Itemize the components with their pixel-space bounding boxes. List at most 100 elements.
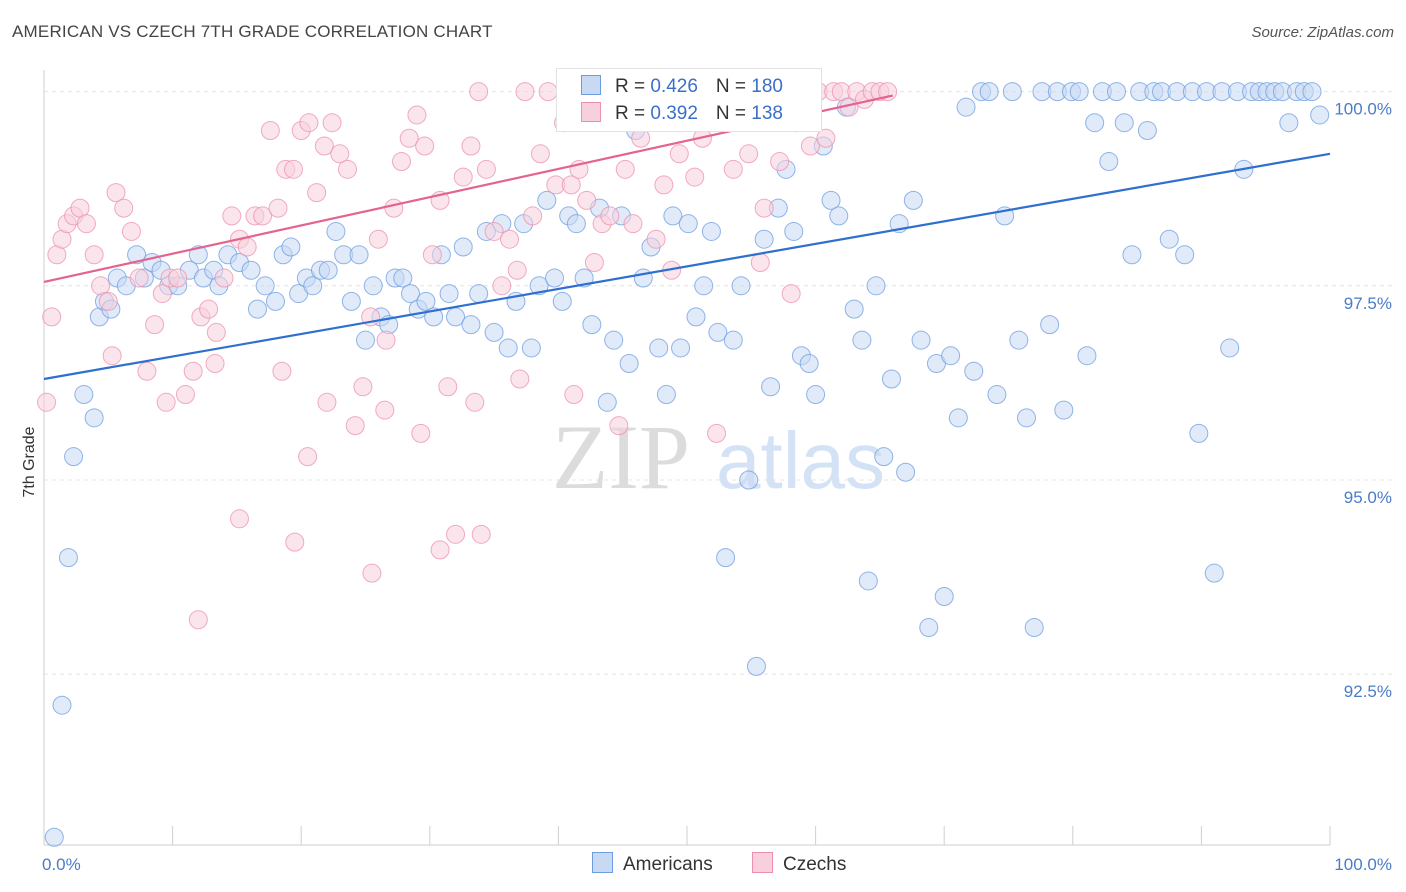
point-americans xyxy=(1122,245,1142,265)
point-czechs xyxy=(314,136,334,156)
point-americans xyxy=(656,385,676,405)
point-americans xyxy=(255,276,275,296)
point-americans xyxy=(1302,82,1322,102)
point-czechs xyxy=(137,361,157,381)
x-tick-label: 0.0% xyxy=(42,855,81,874)
point-czechs xyxy=(623,214,643,234)
point-czechs xyxy=(268,198,288,218)
series-czechs xyxy=(37,82,898,630)
point-americans xyxy=(694,276,714,296)
point-americans xyxy=(663,206,683,226)
point-czechs xyxy=(615,159,635,179)
point-americans xyxy=(1099,152,1119,172)
chart-title: AMERICAN VS CZECH 7TH GRADE CORRELATION … xyxy=(12,22,493,41)
point-americans xyxy=(858,571,878,591)
point-czechs xyxy=(484,221,504,241)
point-americans xyxy=(52,695,72,715)
point-czechs xyxy=(362,563,382,583)
point-czechs xyxy=(770,152,790,172)
point-czechs xyxy=(492,276,512,296)
point-americans xyxy=(537,190,557,210)
point-czechs xyxy=(530,144,550,164)
axes xyxy=(43,70,1331,846)
point-czechs xyxy=(723,159,743,179)
point-americans xyxy=(686,307,706,327)
point-czechs xyxy=(685,167,705,187)
point-americans xyxy=(281,237,301,257)
point-americans xyxy=(1220,338,1240,358)
point-czechs xyxy=(237,237,257,257)
point-czechs xyxy=(407,105,427,125)
point-americans xyxy=(731,276,751,296)
point-americans xyxy=(552,291,572,311)
point-czechs xyxy=(283,159,303,179)
point-americans xyxy=(247,299,267,319)
y-tick-label: 92.5% xyxy=(1344,682,1392,701)
legend-swatch-czechs xyxy=(752,852,773,873)
point-czechs xyxy=(669,144,689,164)
legend-americans: Americans xyxy=(592,852,713,876)
series-americans xyxy=(44,82,1330,847)
point-czechs xyxy=(183,361,203,381)
point-czechs xyxy=(345,416,365,436)
point-czechs xyxy=(430,540,450,560)
point-czechs xyxy=(114,198,134,218)
point-czechs xyxy=(453,167,473,187)
legend-row-czechs: R = 0.392 N = 138 xyxy=(581,102,783,126)
point-americans xyxy=(919,618,939,638)
tick-labels: 92.5% 95.0% 97.5% 100.0% 0.0% 100.0% xyxy=(42,100,1392,874)
point-czechs xyxy=(76,214,96,234)
point-czechs xyxy=(299,113,319,133)
point-czechs xyxy=(564,385,584,405)
point-americans xyxy=(188,245,208,265)
point-czechs xyxy=(384,198,404,218)
point-americans xyxy=(356,330,375,350)
point-czechs xyxy=(285,532,305,552)
point-czechs xyxy=(707,423,727,443)
point-americans xyxy=(896,462,916,482)
point-americans xyxy=(265,291,285,311)
point-americans xyxy=(303,276,323,296)
point-czechs xyxy=(438,377,458,397)
watermark: ZIP atlas xyxy=(552,406,885,508)
point-americans xyxy=(74,385,94,405)
point-czechs xyxy=(145,315,165,335)
point-americans xyxy=(1159,229,1179,249)
point-czechs xyxy=(42,307,62,327)
point-americans xyxy=(746,656,766,676)
point-americans xyxy=(784,221,804,241)
point-czechs xyxy=(260,120,280,140)
point-czechs xyxy=(206,322,226,342)
point-czechs xyxy=(353,377,373,397)
point-czechs xyxy=(175,385,195,405)
point-americans xyxy=(1069,82,1089,102)
point-americans xyxy=(941,346,961,366)
point-americans xyxy=(484,322,504,342)
point-czechs xyxy=(750,253,770,273)
point-americans xyxy=(498,338,518,358)
point-czechs xyxy=(129,268,149,288)
point-czechs xyxy=(222,206,242,226)
point-americans xyxy=(1017,408,1037,428)
point-americans xyxy=(649,338,669,358)
point-americans xyxy=(911,330,931,350)
point-czechs xyxy=(781,284,801,304)
r-value-americans: 0.426 xyxy=(650,76,698,97)
point-czechs xyxy=(272,361,292,381)
point-americans xyxy=(461,315,481,335)
chart-source: Source: ZipAtlas.com xyxy=(1251,24,1394,41)
point-americans xyxy=(964,361,984,381)
point-americans xyxy=(44,827,64,847)
point-americans xyxy=(1085,113,1105,133)
point-americans xyxy=(469,284,489,304)
point-americans xyxy=(241,260,261,280)
point-americans xyxy=(903,190,923,210)
point-americans xyxy=(363,276,383,296)
point-americans xyxy=(439,284,459,304)
point-americans xyxy=(987,385,1007,405)
x-tick-label: 100.0% xyxy=(1334,855,1392,874)
point-americans xyxy=(806,385,826,405)
point-czechs xyxy=(507,260,527,280)
point-czechs xyxy=(214,268,234,288)
point-americans xyxy=(1189,423,1209,443)
